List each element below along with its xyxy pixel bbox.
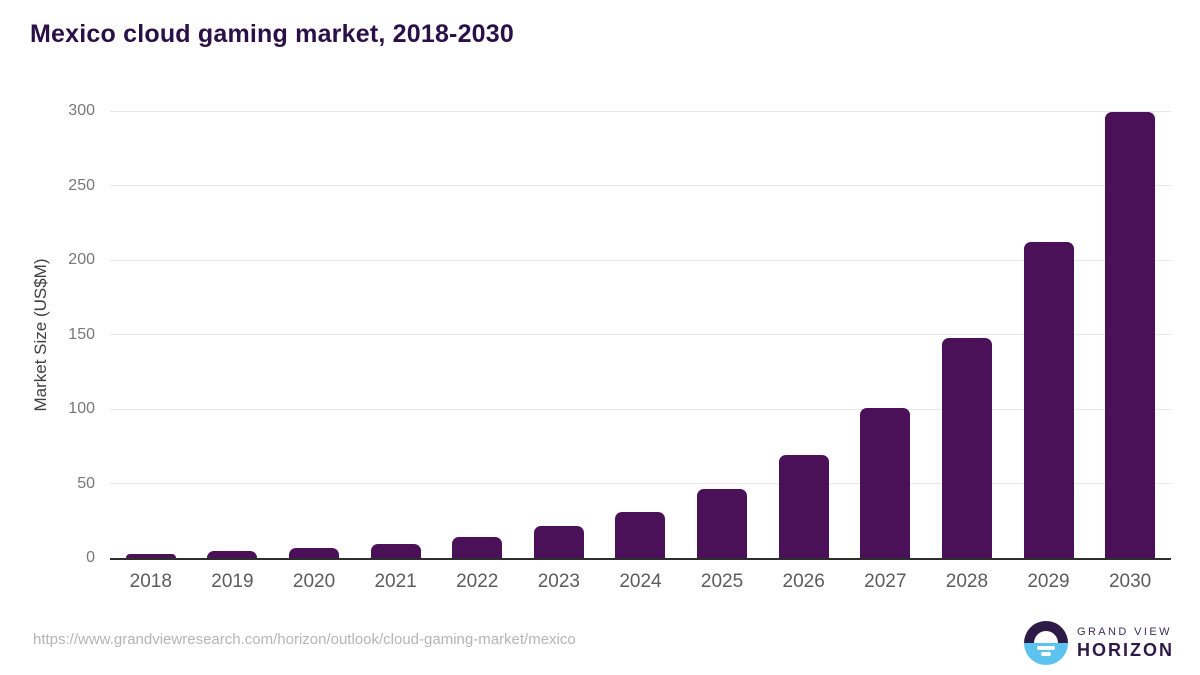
logo-brand-name: GRAND VIEW	[1077, 625, 1172, 638]
y-tick-label-0: 0	[86, 549, 95, 566]
horizon-sun-icon	[1024, 621, 1068, 665]
chart-title: Mexico cloud gaming market, 2018-2030	[30, 20, 514, 48]
y-tick-label-150: 150	[68, 325, 95, 343]
gridline-50	[110, 483, 1171, 484]
x-tick-label-2023: 2023	[537, 571, 580, 592]
logo-reflection-stripe	[1037, 646, 1055, 650]
grand-view-horizon-logo: GRAND VIEW HORIZON	[1024, 621, 1174, 665]
x-tick-label-2030: 2030	[1108, 571, 1152, 592]
gridline-150	[110, 334, 1171, 335]
bar-2030	[1105, 111, 1156, 558]
bar-2021	[370, 544, 421, 558]
bar-2025	[697, 489, 748, 558]
gridline-250	[110, 185, 1171, 186]
bar-2029	[1023, 242, 1074, 558]
gridline-100	[110, 408, 1171, 410]
y-tick-label-250: 250	[68, 176, 95, 194]
gridline-200	[110, 259, 1171, 261]
logo-reflection-stripe	[1041, 652, 1051, 656]
x-tick-label-2028: 2028	[945, 571, 989, 592]
y-tick-label-50: 50	[77, 474, 95, 492]
x-tick-label-2018: 2018	[129, 571, 172, 592]
x-tick-label-2020: 2020	[292, 571, 336, 592]
x-tick-label-2024: 2024	[619, 571, 662, 592]
bar-2028	[941, 337, 992, 558]
bar-2022	[452, 536, 503, 558]
y-axis-ticks: 0 50 100 150 200 250 300	[30, 102, 95, 566]
bar-2027	[860, 407, 911, 558]
x-tick-label-2026: 2026	[782, 571, 825, 592]
bar-2018	[125, 553, 176, 558]
plot-area	[110, 110, 1171, 560]
x-tick-label-2019: 2019	[211, 571, 254, 592]
bar-2024	[615, 511, 666, 558]
x-tick-label-2025: 2025	[700, 571, 744, 592]
bar-2019	[207, 551, 258, 558]
logo-sun-shape	[1034, 631, 1058, 643]
y-tick-label-200: 200	[68, 251, 95, 268]
bar-2026	[778, 455, 829, 558]
logo-text: GRAND VIEW HORIZON	[1077, 626, 1174, 661]
bar-2023	[533, 525, 584, 558]
x-tick-label-2029: 2029	[1027, 571, 1070, 592]
x-tick-label-2021: 2021	[374, 571, 417, 592]
x-tick-label-2022: 2022	[456, 571, 499, 592]
x-axis-ticks: 2018 2019 2020 2021 2022 2023 2024 2025 2026 2027…	[110, 571, 1171, 593]
source-url: https://www.grandviewresearch.com/horizo…	[33, 631, 576, 648]
y-tick-label-300: 300	[68, 102, 95, 119]
bar-2020	[289, 548, 340, 558]
logo-product-name: HORIZON	[1077, 639, 1174, 660]
gridline-300	[110, 110, 1171, 112]
x-tick-label-2027: 2027	[864, 571, 907, 592]
y-tick-label-100: 100	[68, 400, 95, 417]
